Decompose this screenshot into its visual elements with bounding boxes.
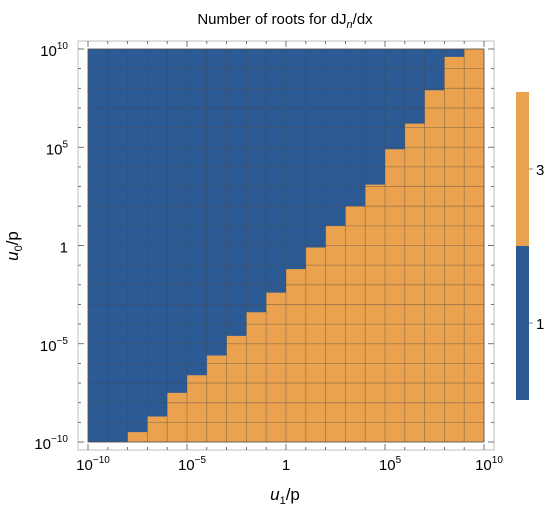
- chart-title-prefix: Number of roots for dJ: [197, 11, 346, 28]
- y-axis-label-sub: 0: [13, 245, 25, 251]
- legend-label: 3: [536, 162, 544, 179]
- x-axis-tick-labels: 10−10 10−5 1 105 1010: [76, 455, 503, 474]
- x-axis-label-italic: u: [270, 485, 280, 504]
- cell-grid: [87, 48, 485, 443]
- y-tick-label: 1: [60, 240, 68, 257]
- x-axis-label-sub: 1: [280, 495, 286, 507]
- legend-swatch: [516, 92, 529, 246]
- y-axis-tick-labels: 10−10 10−5 1 105 1010: [34, 41, 68, 453]
- y-axis-label: u0/p: [3, 231, 25, 261]
- plot-border: [87, 48, 485, 443]
- y-axis-label-rest: /p: [3, 231, 22, 245]
- y-axis-ticks: [78, 48, 494, 443]
- legend: 13: [516, 92, 544, 400]
- legend-swatch: [516, 246, 529, 400]
- chart-title-sub: n: [347, 19, 353, 31]
- region-3-area: [88, 49, 484, 442]
- y-tick-label: 105: [46, 139, 69, 158]
- y-tick-label: 10−10: [34, 434, 68, 453]
- legend-label: 1: [536, 316, 544, 333]
- plot-area: [87, 48, 485, 443]
- x-tick-label: 1010: [475, 455, 503, 474]
- region-3-layer: [88, 49, 484, 442]
- chart-title: Number of roots for dJn/dx: [197, 11, 373, 31]
- x-axis-label-rest: /p: [286, 485, 300, 504]
- x-tick-label: 105: [379, 455, 402, 474]
- x-axis-ticks: [87, 41, 485, 450]
- y-tick-label: 10−5: [40, 336, 69, 355]
- x-tick-label: 10−10: [76, 455, 110, 474]
- x-axis-label: u1/p: [270, 485, 300, 507]
- y-axis-label-italic: u: [3, 251, 22, 261]
- x-tick-label: 1: [282, 457, 290, 474]
- chart-title-suffix: /dx: [353, 11, 374, 28]
- x-tick-label: 10−5: [178, 455, 207, 474]
- y-tick-label: 1010: [40, 41, 68, 60]
